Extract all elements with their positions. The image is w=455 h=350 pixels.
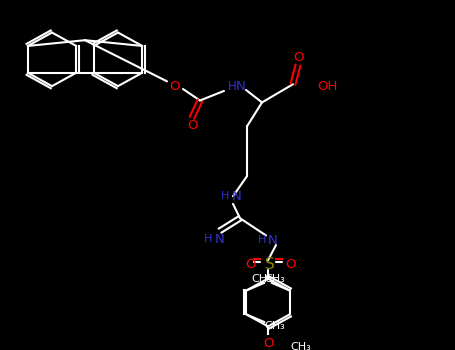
Text: N: N [268,234,278,247]
Text: O: O [285,258,295,271]
Text: S: S [265,257,275,272]
Text: N: N [236,80,246,93]
Text: H: H [204,234,212,244]
Text: H: H [228,80,237,93]
Text: N: N [215,233,225,246]
Text: O: O [170,80,180,93]
Text: CH₃: CH₃ [264,274,285,284]
Text: CH₃: CH₃ [290,342,311,350]
Text: O: O [263,337,273,350]
Text: O: O [187,119,197,132]
Text: N: N [232,190,242,203]
Text: OH: OH [317,80,337,93]
Text: O: O [245,258,255,271]
Text: H: H [258,235,266,245]
Text: CH₃: CH₃ [251,274,272,284]
Text: H: H [221,191,229,201]
Text: CH₃: CH₃ [264,321,285,331]
Text: O: O [293,51,303,64]
